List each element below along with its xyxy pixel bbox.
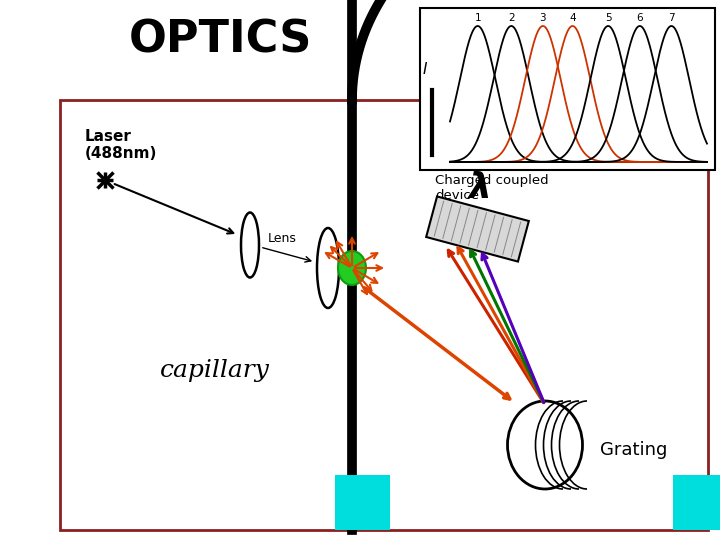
Ellipse shape [338, 251, 366, 285]
Text: 2: 2 [508, 13, 515, 23]
Text: 4: 4 [570, 13, 576, 23]
Ellipse shape [317, 228, 339, 308]
Text: 6: 6 [636, 13, 643, 23]
Ellipse shape [241, 213, 259, 278]
Bar [335, 475, 390, 530]
Text: 5: 5 [605, 13, 611, 23]
Text: 3: 3 [539, 13, 546, 23]
Text: I: I [423, 63, 427, 78]
Bar [673, 475, 720, 530]
Text: Lens: Lens [268, 232, 297, 245]
Bar [420, 8, 715, 170]
Text: λ: λ [469, 171, 492, 205]
Text: Charged coupled
device: Charged coupled device [435, 174, 549, 202]
Text: capillary: capillary [160, 359, 270, 381]
Text: 1: 1 [474, 13, 481, 23]
Bar [60, 100, 708, 530]
Text: 7: 7 [668, 13, 675, 23]
Text: Laser
(488nm): Laser (488nm) [85, 129, 158, 161]
Bar [426, 197, 528, 261]
Text: OPTICS: OPTICS [128, 18, 312, 62]
Text: Grating: Grating [600, 441, 667, 459]
Ellipse shape [508, 401, 582, 489]
